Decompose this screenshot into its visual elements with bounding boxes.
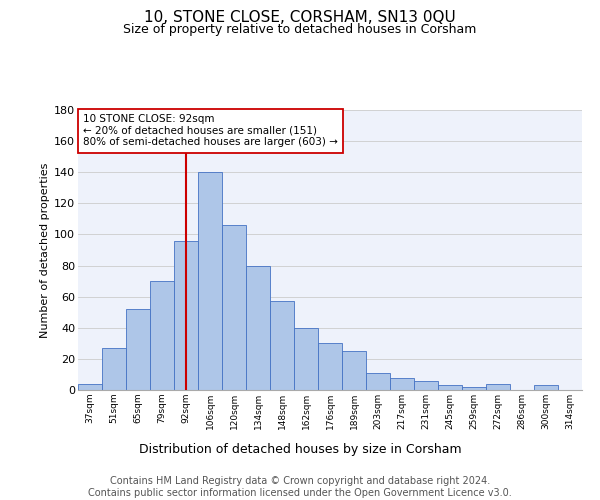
Bar <box>462 387 486 390</box>
Bar <box>438 386 462 390</box>
Bar <box>390 378 414 390</box>
Text: 10 STONE CLOSE: 92sqm
← 20% of detached houses are smaller (151)
80% of semi-det: 10 STONE CLOSE: 92sqm ← 20% of detached … <box>83 114 338 148</box>
Bar <box>270 302 294 390</box>
Y-axis label: Number of detached properties: Number of detached properties <box>40 162 50 338</box>
Text: Size of property relative to detached houses in Corsham: Size of property relative to detached ho… <box>124 22 476 36</box>
Text: Contains HM Land Registry data © Crown copyright and database right 2024.
Contai: Contains HM Land Registry data © Crown c… <box>88 476 512 498</box>
Bar <box>126 309 150 390</box>
Bar <box>318 344 342 390</box>
Bar <box>414 380 438 390</box>
Bar <box>486 384 510 390</box>
Bar <box>78 384 102 390</box>
Bar <box>294 328 318 390</box>
Text: Distribution of detached houses by size in Corsham: Distribution of detached houses by size … <box>139 442 461 456</box>
Bar <box>342 351 366 390</box>
Bar <box>534 386 558 390</box>
Bar <box>150 281 174 390</box>
Bar <box>102 348 126 390</box>
Bar <box>222 225 246 390</box>
Text: 10, STONE CLOSE, CORSHAM, SN13 0QU: 10, STONE CLOSE, CORSHAM, SN13 0QU <box>144 10 456 25</box>
Bar <box>366 373 390 390</box>
Bar <box>174 240 198 390</box>
Bar <box>246 266 270 390</box>
Bar <box>198 172 222 390</box>
